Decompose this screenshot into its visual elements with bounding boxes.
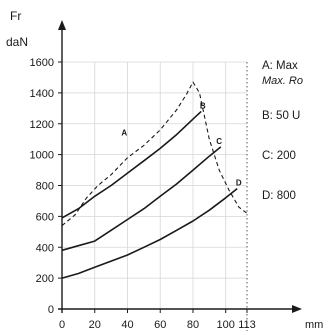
y-tick-label: 600 — [36, 211, 54, 223]
series-line-c — [61, 146, 222, 252]
x-tick-label: 40 — [121, 319, 133, 331]
curve-labels: A B C D — [121, 101, 242, 187]
x-axis-arrow — [292, 305, 302, 313]
x-axis-unit: mm — [305, 319, 323, 331]
curve-label-a: A — [121, 128, 127, 137]
y-tick-label: 800 — [36, 181, 54, 193]
legend-entry-a: A: Max — [262, 60, 298, 72]
legend-subtext-a: Max. Ro — [262, 75, 303, 87]
axes: 0 200 400 600 800 1000 1200 1400 1600 0 20 40 60 80 10… — [30, 20, 323, 331]
series-line-b — [61, 110, 202, 219]
x-tick-label: 100 — [217, 319, 235, 331]
curve-label-d: D — [236, 179, 242, 188]
y-tick-label: 400 — [36, 242, 54, 254]
y-axis-title: Fr — [10, 9, 21, 23]
series-line-d — [61, 187, 238, 279]
curve-label-c: C — [216, 137, 222, 146]
series-group — [61, 81, 248, 279]
series-line-a — [61, 81, 248, 227]
x-tick-label: 113 — [238, 319, 256, 331]
x-tick-label: 60 — [154, 319, 166, 331]
y-tick-label: 1600 — [30, 57, 54, 69]
y-tick-label: 1400 — [30, 88, 54, 100]
y-axis-unit: daN — [6, 35, 28, 49]
legend-entry-b: B: 50 U — [262, 110, 300, 122]
y-tick-label: 1000 — [30, 150, 54, 162]
x-tick-label: 80 — [187, 319, 199, 331]
legend: A: Max Max. Ro B: 50 U C: 200 D: 800 — [262, 60, 303, 202]
y-tick-label: 1200 — [30, 119, 54, 131]
legend-entry-c: C: 200 — [262, 150, 296, 162]
x-tick-label: 20 — [89, 319, 101, 331]
x-tick-label: 0 — [59, 319, 65, 331]
grid — [62, 61, 248, 331]
y-axis-arrow — [58, 20, 66, 30]
y-tick-label: 0 — [48, 304, 54, 316]
y-tick-label: 200 — [36, 273, 54, 285]
legend-entry-d: D: 800 — [262, 190, 296, 202]
curve-label-b: B — [200, 101, 206, 110]
